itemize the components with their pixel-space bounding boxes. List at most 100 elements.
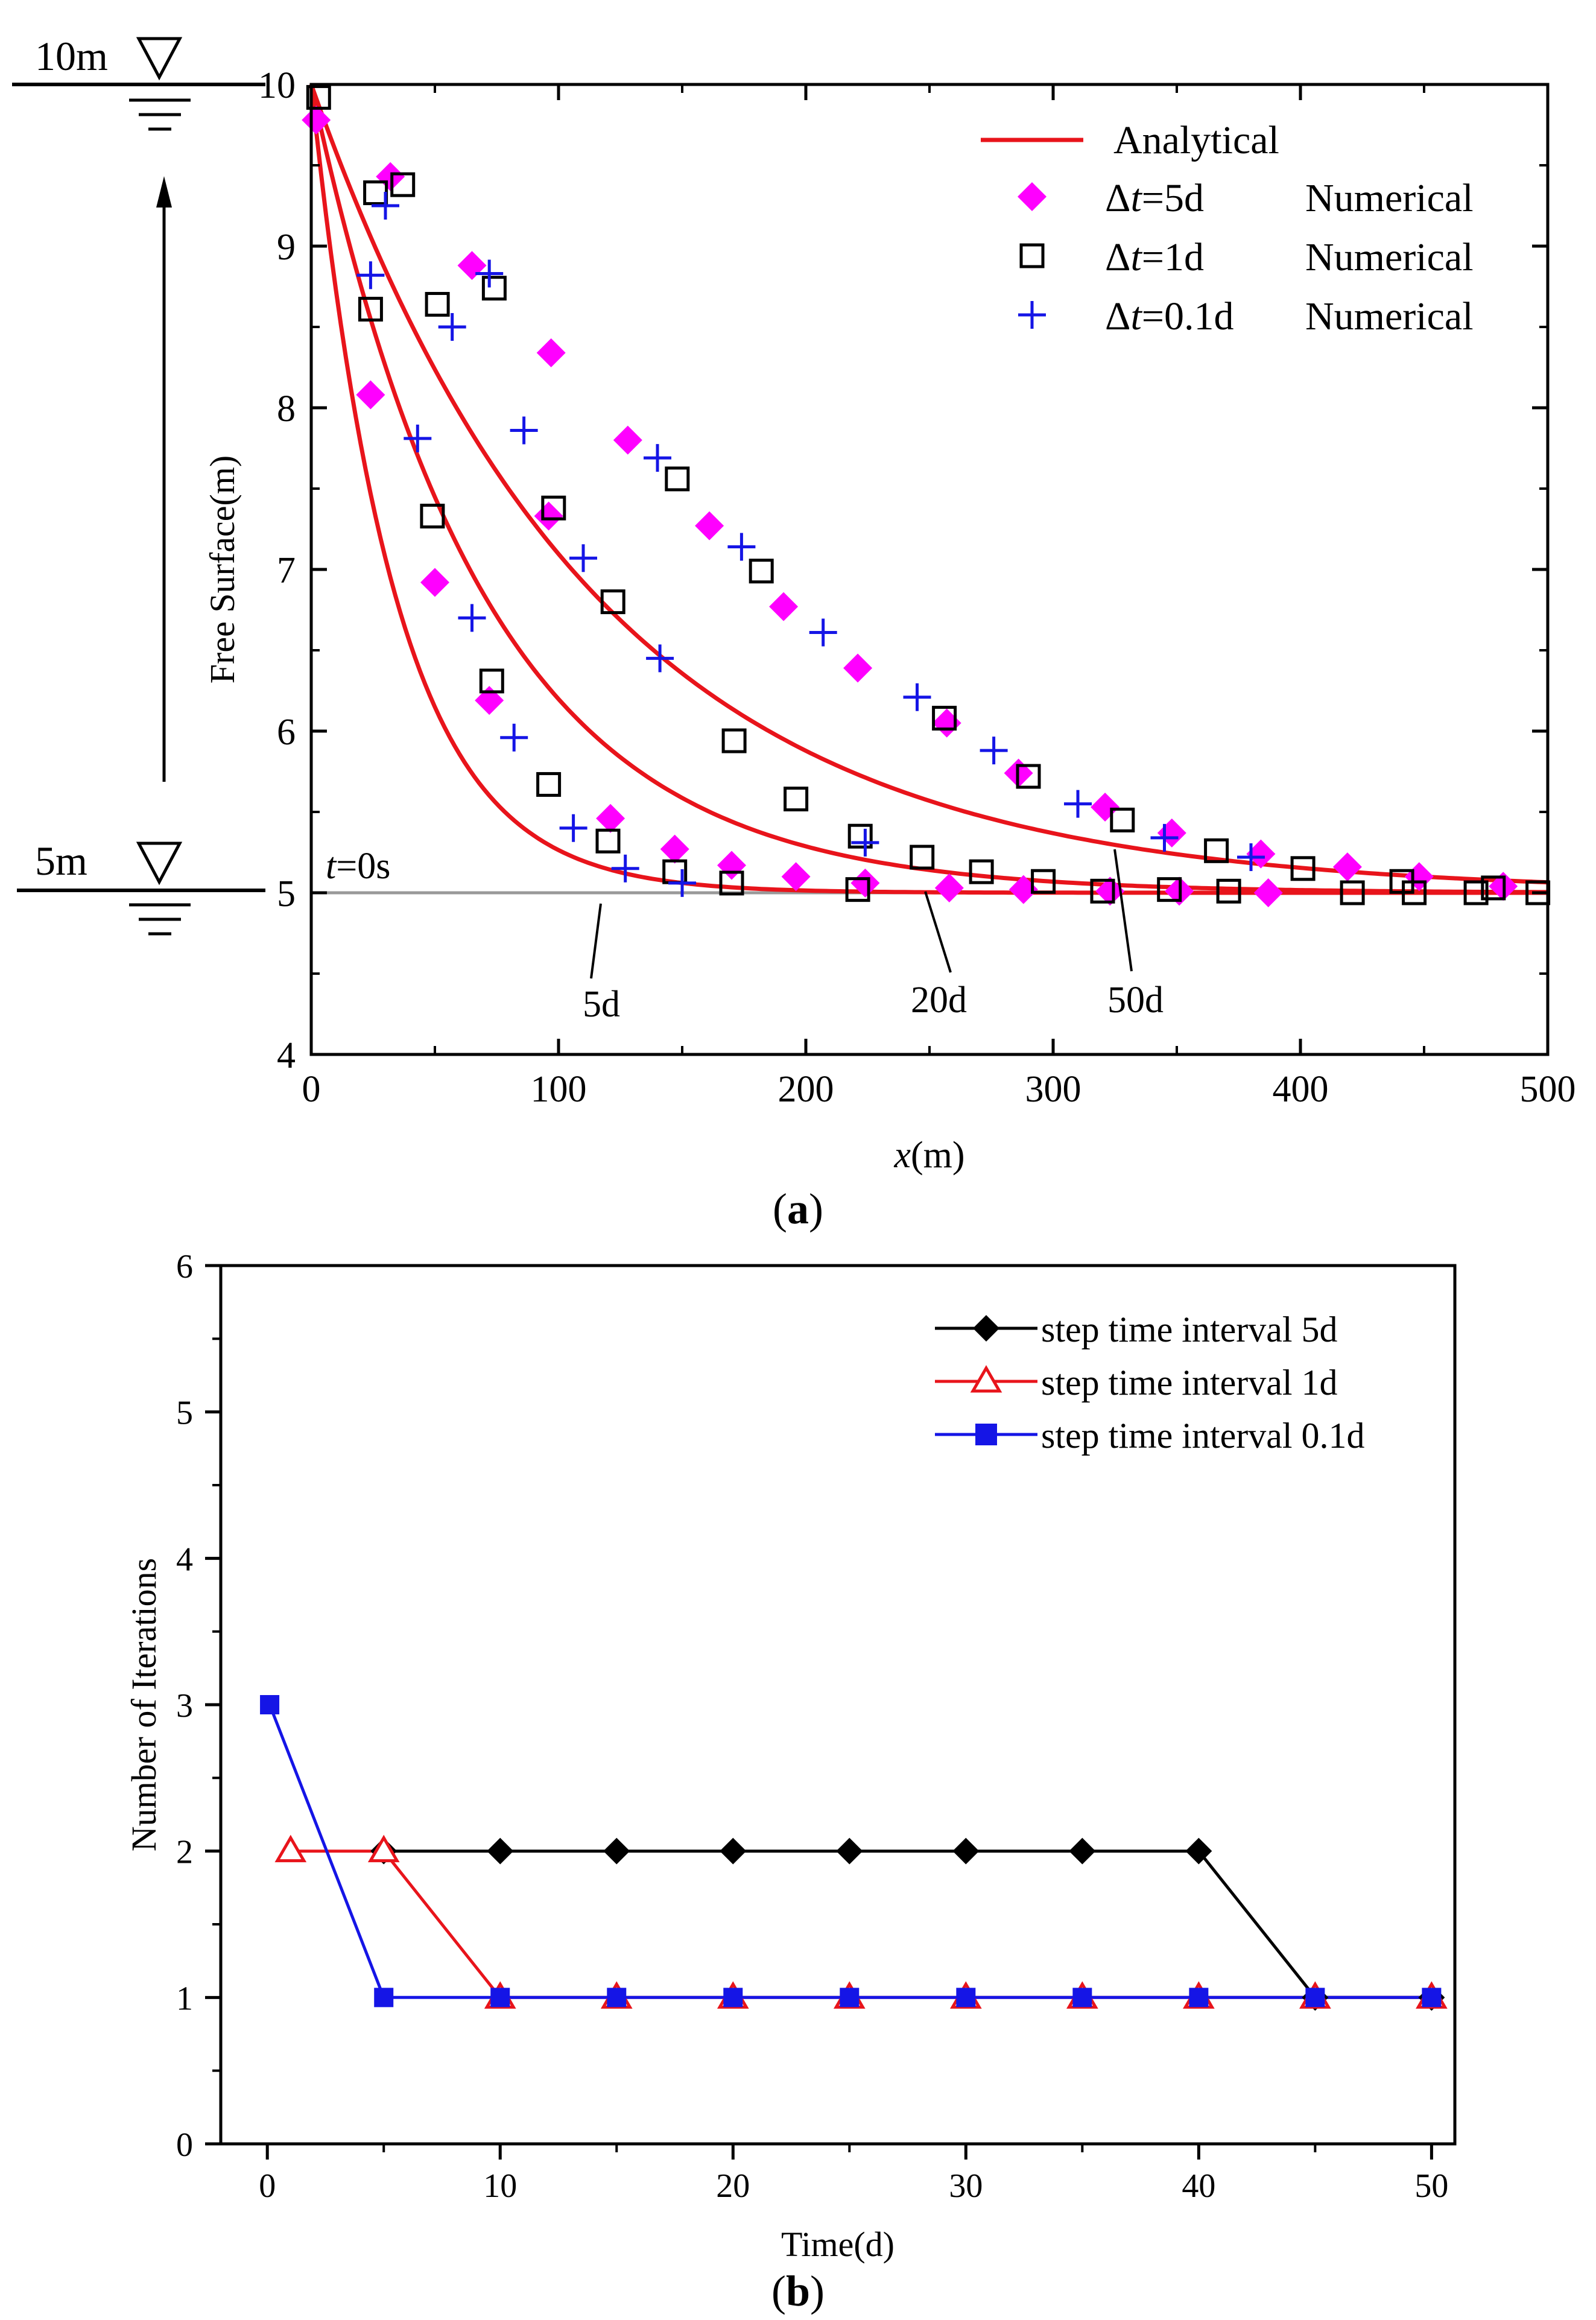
dt5-point xyxy=(695,511,724,540)
dt1-point xyxy=(1290,856,1316,881)
dt01-point xyxy=(980,737,1008,765)
legend-1d-label: step time interval 1d xyxy=(1041,1363,1338,1402)
dt1-point xyxy=(306,84,331,110)
dt5-point xyxy=(1332,852,1362,882)
panel-a-y-axis-label: Free Surface(m) xyxy=(203,455,242,683)
dt1-point xyxy=(390,172,416,197)
series-5d-point xyxy=(1069,1837,1096,1865)
dt01-point xyxy=(809,618,837,647)
dt01-point xyxy=(611,854,639,883)
legend-5d-diamond-marker xyxy=(973,1315,999,1342)
dt5-point xyxy=(1246,839,1276,869)
bottom-level-triangle-icon xyxy=(136,841,183,886)
series-01d-point xyxy=(1072,1988,1092,2008)
series-5d-point xyxy=(487,1837,514,1865)
dt5-point xyxy=(302,105,331,135)
panel-b-label: (b) xyxy=(771,2267,825,2315)
leader-50d xyxy=(1113,849,1133,972)
panel-b-iterations-chart: 0 10 20 30 40 50 0 1 2 3 4 5 6 Time(d) Number of Ite… xyxy=(124,1248,1457,2315)
dt01-point xyxy=(510,416,538,445)
dt1-point xyxy=(1110,807,1135,832)
y-tick-label: 5 xyxy=(176,1395,193,1432)
x-axis-label-unit: (m) xyxy=(911,1135,965,1176)
legend-dt1-square-marker xyxy=(1019,243,1045,268)
x-axis-label-italic: x xyxy=(893,1135,911,1176)
dt1-point xyxy=(1090,878,1115,904)
series-01d-point xyxy=(723,1988,743,2008)
legend-dt1-label: Δt=1d xyxy=(1105,235,1204,279)
legend-analytical-label: Analytical xyxy=(1113,118,1279,162)
dt1-point xyxy=(845,877,870,902)
series-01d-point xyxy=(956,1988,976,2008)
y-tick-label: 1 xyxy=(176,1980,193,2017)
dt1-point xyxy=(481,276,507,301)
series-01d-point xyxy=(607,1988,627,2008)
dt01-point xyxy=(438,313,466,341)
x-tick-label: 400 xyxy=(1273,1069,1329,1110)
annotation-5d: 5d xyxy=(583,984,620,1025)
dt1-point xyxy=(749,559,774,584)
panel-a-x-axis-label: x(m) xyxy=(893,1135,964,1176)
panel-b-x-axis-label: Time(d) xyxy=(781,2225,895,2264)
legend-dt5-label: Δt=5d xyxy=(1105,176,1204,220)
dt01-point xyxy=(559,814,587,842)
y-tick-label: 5 xyxy=(277,873,296,914)
dt5-point xyxy=(1095,876,1125,906)
dt1-point xyxy=(536,772,562,797)
y-tick-label: 3 xyxy=(176,1687,193,1725)
dt1-point xyxy=(358,297,383,322)
series-01d-point xyxy=(1189,1988,1209,2008)
dt01-point xyxy=(1064,790,1092,818)
dt01-point xyxy=(903,683,931,711)
panel-a-label: (a) xyxy=(773,1185,823,1233)
dt1-point xyxy=(1216,878,1241,904)
series-5d-point xyxy=(952,1837,980,1865)
dt5-point xyxy=(613,425,642,455)
legend-dt1-numerical: Numerical xyxy=(1305,235,1474,279)
dt01-point xyxy=(727,533,756,561)
x-tick-label: 20 xyxy=(716,2167,750,2205)
panel-b-plot-content xyxy=(260,1695,1448,2011)
series-01d-point xyxy=(374,1988,394,2008)
y-tick-label: 6 xyxy=(176,1248,193,1285)
x-tick-label: 300 xyxy=(1025,1069,1081,1110)
dt1-point xyxy=(719,870,744,896)
dt5-point xyxy=(1009,875,1038,904)
dt5-point xyxy=(769,592,799,621)
dt5-point xyxy=(660,834,689,864)
panel-a-axes: 0 100 200 300 400 500 4 5 6 7 8 9 10 xyxy=(258,65,1576,1110)
dt1-point xyxy=(1402,880,1427,905)
dt1-point xyxy=(721,728,747,753)
dt01-point xyxy=(500,723,528,752)
y-tick-label: 8 xyxy=(277,388,296,429)
dt01-point xyxy=(851,828,879,857)
y-tick-label: 4 xyxy=(176,1541,193,1578)
dt5-point xyxy=(536,338,566,367)
dt01-point xyxy=(372,192,399,220)
annotation-50d: 50d xyxy=(1107,980,1164,1021)
dt5-point xyxy=(850,868,880,898)
dt5-point xyxy=(596,803,625,833)
legend-dt01-plus-marker xyxy=(1018,301,1046,329)
legend-dt01-label: Δt=0.1d xyxy=(1105,294,1234,338)
dt5-point xyxy=(934,873,964,902)
annotation-20d: 20d xyxy=(911,980,967,1021)
legend-dt5-numerical: Numerical xyxy=(1305,176,1474,220)
leader-5d xyxy=(590,903,602,979)
dt1-point xyxy=(425,291,450,317)
series-5d-point xyxy=(720,1837,747,1865)
dt01-point xyxy=(356,261,385,290)
dt01-point xyxy=(1237,843,1265,872)
dt1-point xyxy=(969,859,994,884)
dt1-point xyxy=(479,668,504,694)
panel-b-axes: 0 10 20 30 40 50 0 1 2 3 4 5 6 xyxy=(176,1248,1448,2205)
y-tick-label: 9 xyxy=(277,227,296,268)
y-tick-label: 0 xyxy=(176,2126,193,2164)
dt1-point xyxy=(784,787,809,812)
series-5d-point xyxy=(1185,1837,1212,1865)
dt1-point xyxy=(665,466,690,492)
dt01-point xyxy=(644,444,671,472)
dt01-point xyxy=(1150,823,1179,852)
dt1-point xyxy=(541,495,566,521)
